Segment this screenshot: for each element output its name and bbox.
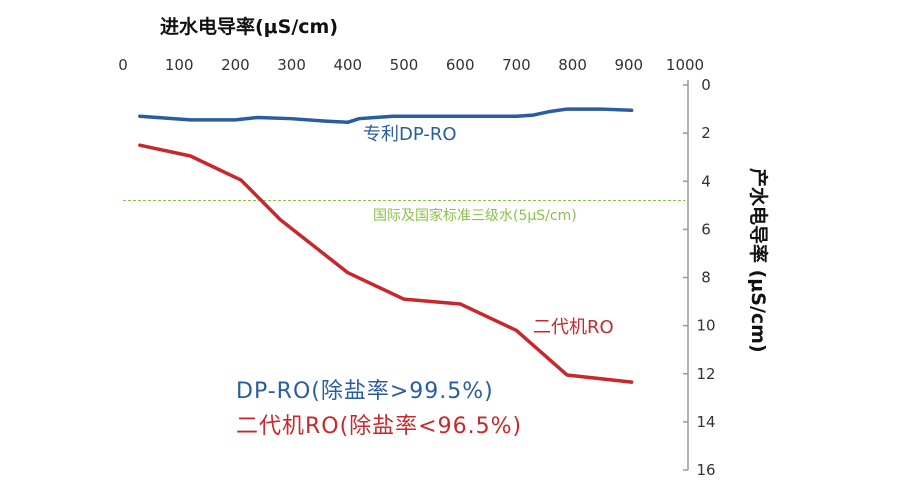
x-tick-label: 700 <box>502 56 531 74</box>
x-tick-label: 300 <box>277 56 306 74</box>
x-tick-label: 1000 <box>666 56 704 74</box>
x-tick-label: 500 <box>390 56 419 74</box>
series-group <box>138 107 634 384</box>
x-axis-title: 进水电导率(μS/cm) <box>160 15 338 38</box>
y-tick-label: 8 <box>701 269 711 287</box>
y-tick-label: 0 <box>701 76 711 94</box>
series-labels-group: 专利DP-RO 二代机RO <box>363 124 614 338</box>
x-tick-label: 0 <box>118 56 128 74</box>
x-axis: 0 100 200 300 400 500 600 700 800 900 1000 <box>118 56 704 74</box>
y-tick-label: 4 <box>701 172 711 190</box>
x-tick-label: 800 <box>558 56 587 74</box>
y-tick-label: 10 <box>696 317 715 335</box>
x-tick-label: 900 <box>614 56 643 74</box>
x-tick-label: 100 <box>165 56 194 74</box>
legend: DP-RO(除盐率>99.5%) 二代机RO(除盐率<96.5%) <box>236 379 522 439</box>
x-tick-label: 600 <box>446 56 475 74</box>
series-label-dp-ro: 专利DP-RO <box>363 124 457 145</box>
y-tick-label: 14 <box>696 413 715 431</box>
series-label-second-gen-ro: 二代机RO <box>533 317 614 338</box>
y-tick-label: 12 <box>696 365 715 383</box>
y-tick-label: 6 <box>701 220 711 238</box>
legend-line-dp-ro: DP-RO(除盐率>99.5%) <box>236 379 494 404</box>
y-tick-label: 2 <box>701 124 711 142</box>
series-line-second-gen-ro <box>138 143 634 384</box>
x-tick-label: 200 <box>221 56 250 74</box>
reference-line-group: 国际及国家标准三级水(5μS/cm) <box>123 200 685 224</box>
series-line-dp-ro <box>138 107 634 125</box>
reference-line-label: 国际及国家标准三级水(5μS/cm) <box>373 207 577 224</box>
legend-line-second-gen-ro: 二代机RO(除盐率<96.5%) <box>236 414 522 439</box>
y-axis: 0 2 4 6 8 10 12 14 16 <box>683 76 716 479</box>
x-tick-label: 400 <box>333 56 362 74</box>
y-axis-title: 产水电导率 (μS/cm) <box>747 168 770 353</box>
y-tick-label: 16 <box>696 461 715 479</box>
